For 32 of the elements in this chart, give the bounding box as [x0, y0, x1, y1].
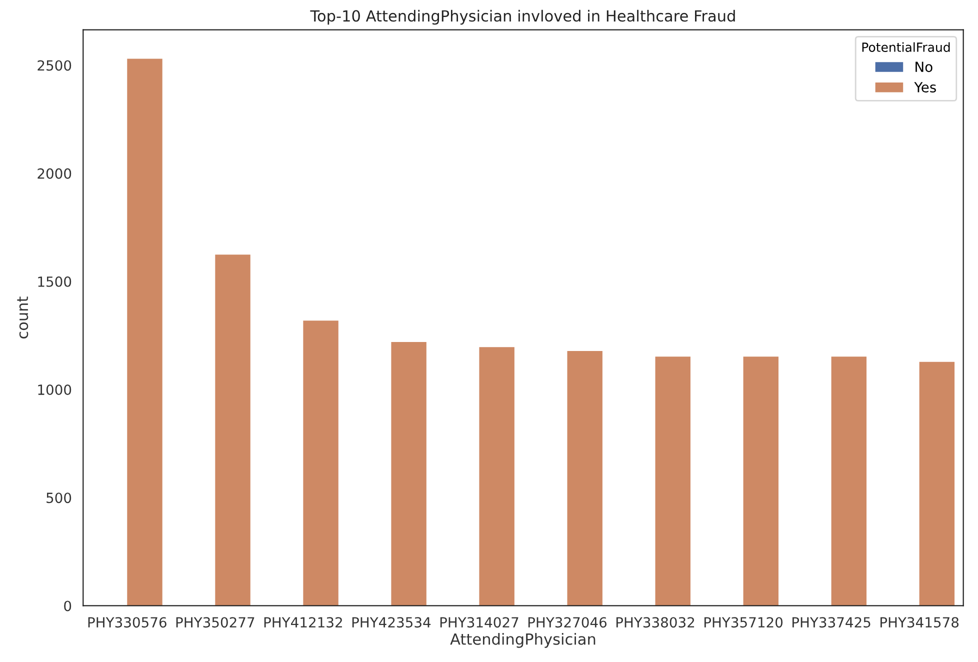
bar — [567, 351, 602, 606]
x-tick-label: PHY350277 — [176, 617, 254, 628]
bar — [743, 356, 778, 606]
bar — [303, 320, 338, 606]
bar — [479, 347, 514, 606]
bar — [655, 356, 690, 606]
y-tick-label: 0 — [64, 600, 72, 612]
y-tick-label: 2000 — [38, 168, 72, 179]
legend-label: Yes — [914, 82, 936, 92]
x-tick-label: PHY337425 — [792, 617, 870, 628]
x-axis-title: AttendingPhysician — [450, 633, 596, 648]
y-tick-label: 500 — [46, 492, 72, 504]
y-tick-label: 1000 — [38, 384, 72, 396]
bar — [831, 356, 867, 606]
y-tick-label: 2500 — [38, 60, 72, 71]
x-tick-label: PHY338032 — [616, 617, 694, 628]
x-tick-label: PHY341578 — [880, 617, 959, 628]
x-tick-label: PHY412132 — [264, 617, 342, 628]
legend-title: PotentialFraud — [862, 42, 950, 52]
x-tick-label: PHY330576 — [88, 617, 166, 628]
chart-title: Top-10 AttendingPhysician invloved in Healthcare Fraud — [310, 10, 735, 25]
x-tick-label: PHY423534 — [352, 617, 431, 628]
bar — [919, 362, 955, 606]
bar — [215, 254, 250, 606]
y-axis-title: count — [17, 296, 28, 338]
bar — [391, 342, 426, 606]
bar — [127, 58, 162, 606]
y-tick-label: 1500 — [38, 276, 72, 287]
x-tick-label: PHY314027 — [440, 617, 518, 628]
legend-label: No — [916, 62, 932, 72]
x-tick-label: PHY327046 — [528, 617, 607, 628]
x-tick-label: PHY357120 — [704, 617, 783, 628]
